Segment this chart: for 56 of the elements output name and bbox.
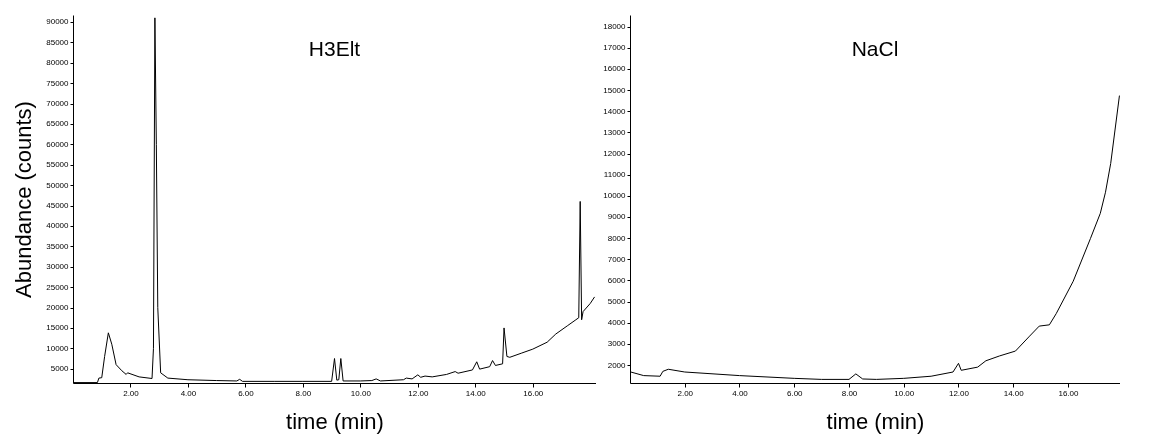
x-tick-label: 4.00 (180, 388, 197, 398)
x-tick-label: 12.00 (948, 388, 970, 398)
y-tick-label: 90000 (46, 17, 70, 27)
y-tick-label: 8000 (607, 233, 627, 243)
y-tick-label: 16000 (603, 64, 627, 74)
y-tick-label: 2000 (607, 360, 627, 370)
x-tick-label: 2.00 (677, 388, 694, 398)
y-tick-label: 50000 (46, 180, 70, 190)
y-tick-label: 65000 (46, 119, 70, 129)
x-tick-label: 8.00 (841, 388, 858, 398)
y-tick-label: 40000 (46, 221, 70, 231)
y-tick-label: 7000 (607, 254, 627, 264)
y-tick-label: 80000 (46, 58, 70, 68)
x-axis-title: time (min) (826, 408, 925, 434)
y-tick-label: 12000 (603, 149, 627, 159)
x-tick-label: 8.00 (295, 388, 312, 398)
y-tick-label: 18000 (603, 22, 627, 32)
text: NaCl (851, 37, 899, 60)
y-tick-label: 75000 (46, 78, 70, 88)
y-tick-label: 35000 (46, 241, 70, 251)
y-tick-label: 10000 (46, 343, 70, 353)
y-tick-label: 13000 (603, 127, 627, 137)
x-tick-label: 14.00 (1003, 388, 1025, 398)
y-tick-label: 17000 (603, 43, 627, 53)
x-tick-label: 10.00 (894, 388, 915, 398)
y-tick-label: 60000 (46, 139, 70, 149)
y-tick-label: 14000 (603, 106, 627, 116)
y-tick-label: 5000 (50, 364, 70, 374)
x-tick-label: 16.00 (1058, 388, 1080, 398)
x-tick-label: 12.00 (408, 388, 429, 398)
y-tick-label: 9000 (607, 212, 627, 222)
y-tick-label: 10000 (603, 191, 627, 201)
x-tick-label: 2.00 (123, 388, 140, 398)
y-tick-label: 30000 (46, 262, 70, 272)
y-tick-label: 55000 (46, 160, 70, 170)
y-tick-label: 70000 (46, 99, 70, 109)
y-tick-label: 15000 (46, 323, 70, 333)
y-tick-label: 4000 (607, 318, 627, 328)
x-tick-label: 6.00 (786, 388, 804, 398)
y-tick-label: 15000 (603, 85, 627, 95)
y-tick-label: 25000 (46, 282, 70, 292)
y-tick-label: 85000 (46, 37, 70, 47)
y-axis-title: Abundance (counts) (11, 101, 37, 298)
x-tick-label: 16.00 (523, 388, 544, 398)
x-tick-label: 10.00 (350, 388, 372, 398)
y-tick-label: 45000 (46, 201, 70, 211)
y-tick-label: 20000 (46, 303, 70, 313)
y-tick-label: 6000 (607, 275, 627, 285)
x-tick-label: 6.00 (238, 388, 255, 398)
x-tick-label: 14.00 (465, 388, 487, 398)
y-tick-label: 11000 (603, 170, 627, 180)
text: H3Elt (308, 37, 361, 60)
y-tick-label: 3000 (607, 339, 627, 349)
x-axis-title: time (min) (286, 408, 384, 434)
x-tick-label: 4.00 (732, 388, 749, 398)
y-tick-label: 5000 (607, 297, 627, 307)
